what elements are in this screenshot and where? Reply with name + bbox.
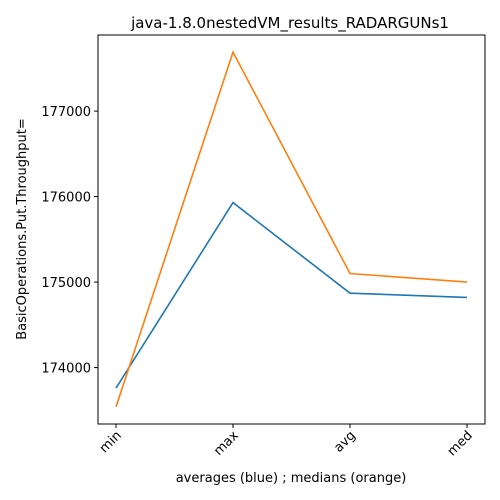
chart-title: java-1.8.0nestedVM_results_RADARGUNs1 — [130, 14, 449, 33]
x-tick-label-med: med — [445, 428, 476, 459]
y-tick-label-174000: 174000 — [41, 362, 91, 377]
y-tick-label-176000: 176000 — [41, 191, 91, 206]
series-line-0 — [115, 201, 468, 389]
x-tick-label-avg: avg — [331, 428, 359, 456]
x-tick-label-max: max — [211, 428, 242, 459]
y-tick-label-177000: 177000 — [41, 105, 91, 120]
x-axis-label: averages (blue) ; medians (orange) — [176, 471, 407, 486]
y-axis: 174000 175000 176000 177000 — [41, 105, 98, 377]
series-line-1 — [115, 50, 468, 408]
plot-frame — [97, 34, 486, 425]
x-tick-label-min: min — [97, 428, 125, 456]
x-axis: min max avg med — [97, 424, 476, 459]
series-layer — [115, 50, 468, 408]
y-axis-label: BasicOperations.Put.Throughput= — [15, 118, 30, 340]
y-tick-label-175000: 175000 — [41, 276, 91, 291]
